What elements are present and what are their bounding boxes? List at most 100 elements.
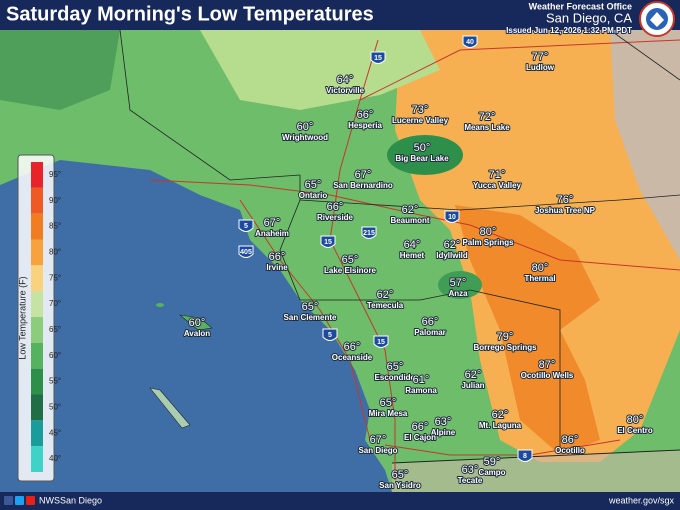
city-name: Lake Elsinore — [324, 266, 377, 275]
city-name: Beaumont — [390, 216, 429, 225]
city-name: Ontario — [299, 191, 328, 200]
highway-shield — [238, 219, 254, 232]
highway-number: 215 — [363, 230, 375, 237]
desert-hot — [455, 205, 600, 455]
footer-account: NWSSan Diego — [39, 495, 102, 505]
city-temperature: 59° — [484, 456, 501, 468]
highway-number: 15 — [377, 339, 385, 346]
city-name: Joshua Tree NP — [535, 206, 596, 215]
city-name: Tecate — [458, 476, 483, 485]
city-temperature: 62° — [402, 204, 419, 216]
city-temperature: 80° — [627, 414, 644, 426]
legend-tick-label: 45° — [49, 428, 61, 437]
legend-label: Low Temperature (F) — [17, 276, 27, 359]
highway-shield — [373, 335, 389, 348]
city-name: Julian — [461, 381, 484, 390]
twitter-icon[interactable] — [15, 496, 24, 505]
city-name: Campo — [478, 468, 505, 477]
city-temperature: 65° — [392, 469, 409, 481]
anza-cool — [438, 271, 482, 299]
city-name: Palomar — [414, 328, 446, 337]
san-clemente-island — [149, 387, 191, 429]
legend-swatch — [31, 368, 43, 395]
city-temperature: 65° — [380, 397, 397, 409]
highway-shield — [517, 449, 533, 462]
roads — [149, 39, 680, 480]
legend-tick-label: 80° — [49, 248, 61, 257]
city-name: Big Bear Lake — [395, 154, 449, 163]
city-temperature: 80° — [480, 226, 497, 238]
county-lines — [119, 29, 680, 450]
city-temperature: 65° — [387, 361, 404, 373]
highway-number: 15 — [374, 55, 382, 62]
highway-number: 405 — [240, 249, 252, 256]
legend-tick-label: 75° — [49, 273, 61, 282]
highway-shield — [361, 226, 377, 239]
city-name: San Clemente — [284, 313, 337, 322]
city-temperature: 79° — [497, 331, 514, 343]
highway-shield — [238, 245, 254, 258]
legend-tick-label: 95° — [49, 170, 61, 179]
footer-website[interactable]: weather.gov/sgx — [608, 495, 675, 505]
city-name: Anaheim — [255, 229, 289, 238]
city-temperature: 66° — [357, 109, 374, 121]
city-name: Yucca Valley — [473, 181, 522, 190]
city-temperature: 67° — [264, 217, 281, 229]
city-name: Thermal — [524, 274, 555, 283]
city-temperature: 66° — [344, 341, 361, 353]
city-temperature: 60° — [297, 121, 314, 133]
location: San Diego, CA — [546, 10, 632, 25]
city-temperature: 65° — [305, 179, 322, 191]
legend-swatch — [31, 213, 43, 240]
legend-swatch — [31, 291, 43, 317]
city-temperature: 62° — [444, 239, 461, 251]
city-temperature: 62° — [465, 369, 482, 381]
nws-logo-mark — [650, 12, 664, 27]
city-temperature: 50° — [414, 142, 431, 154]
youtube-icon[interactable] — [26, 496, 35, 505]
city-name: San Ysidro — [379, 481, 421, 490]
city-name: Avalon — [184, 329, 210, 338]
city-temperature: 87° — [539, 359, 556, 371]
highway-shield — [370, 51, 386, 64]
footer-bar — [0, 492, 680, 510]
legend-tick-label: 85° — [49, 222, 61, 231]
city-name: Riverside — [317, 213, 354, 222]
city-name: Mt. Laguna — [479, 421, 522, 430]
highway-shield — [320, 235, 336, 248]
highway-number: 5 — [328, 332, 332, 339]
city-temperature: 64° — [404, 239, 421, 251]
city-temperature: 62° — [377, 289, 394, 301]
legend-tick-label: 70° — [49, 299, 61, 308]
legend-tick-label: 60° — [49, 351, 61, 360]
city-temperature: 63° — [462, 464, 479, 476]
island — [156, 303, 164, 307]
city-name: El Centro — [617, 426, 653, 435]
city-name: Irvine — [266, 263, 288, 272]
city-name: Victorville — [326, 86, 365, 95]
facebook-icon[interactable] — [4, 496, 13, 505]
city-name: San Diego — [358, 446, 397, 455]
city-temperature: 73° — [412, 104, 429, 116]
city-temperature: 66° — [269, 251, 286, 263]
city-temperature: 67° — [355, 169, 372, 181]
city-temperature: 72° — [479, 111, 496, 123]
city-temperature: 77° — [532, 51, 549, 63]
legend-tick-label: 50° — [49, 403, 61, 412]
city-temperature: 64° — [337, 74, 354, 86]
city-name: Ocotillo — [555, 446, 585, 455]
highway-number: 40 — [466, 39, 474, 46]
highway-number: 8 — [523, 453, 527, 460]
mountains-nw — [0, 30, 120, 110]
mexico — [392, 450, 680, 492]
city-name: Means Lake — [464, 123, 510, 132]
legend-swatch — [31, 446, 43, 472]
city-temperature: 63° — [435, 416, 452, 428]
office: Weather Forecast Office — [529, 1, 632, 11]
highway-number: 15 — [324, 239, 332, 246]
title: Saturday Morning's Low Temperatures — [6, 3, 374, 25]
highway-shield — [462, 35, 478, 48]
city-temperature: 86° — [562, 434, 579, 446]
